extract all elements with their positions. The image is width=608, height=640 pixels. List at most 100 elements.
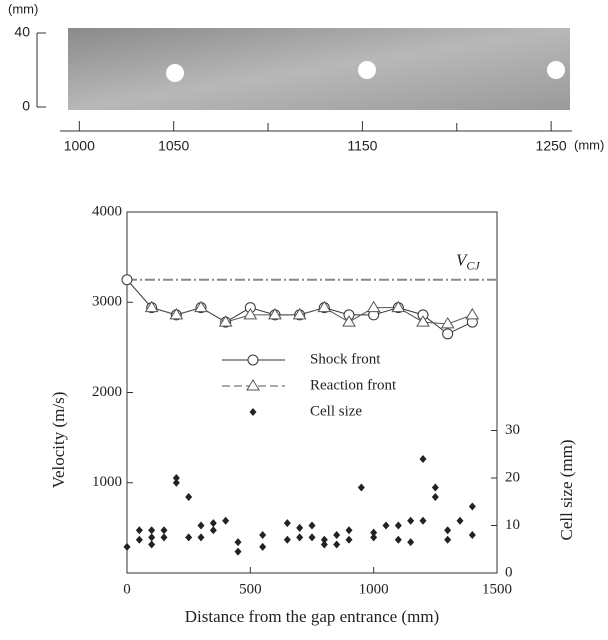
marker: [259, 531, 267, 539]
y2-axis-label: Cell size (mm): [557, 439, 576, 540]
reference-label: VCJ: [456, 251, 480, 273]
marker: [444, 535, 452, 544]
legend-label: Cell size: [310, 403, 362, 419]
marker: [135, 526, 143, 535]
x-tick-label: 1000: [359, 581, 389, 597]
marker: [370, 528, 378, 537]
marker: [296, 533, 304, 542]
legend-label: Reaction front: [310, 377, 397, 393]
x-tick-label: 500: [239, 581, 262, 597]
y-tick-label: 2000: [92, 384, 122, 400]
marker: [234, 538, 242, 547]
marker: [123, 542, 131, 551]
marker: [320, 540, 328, 549]
marker: [194, 300, 208, 313]
marker: [345, 526, 353, 535]
marker: [308, 521, 316, 530]
marker: [148, 526, 156, 535]
marker: [249, 408, 257, 416]
marker: [357, 483, 365, 492]
hole: [166, 64, 184, 82]
y-tick-label: 3000: [92, 294, 122, 310]
marker: [431, 493, 439, 501]
marker: [283, 519, 291, 528]
marker: [370, 533, 378, 542]
y-tick-label: 40: [14, 24, 30, 40]
marker: [169, 307, 184, 320]
x-tick-label: 1500: [482, 581, 512, 597]
marker: [391, 300, 406, 313]
marker: [394, 521, 402, 530]
marker: [246, 379, 260, 391]
legend-label: Shock front: [310, 351, 381, 367]
marker: [407, 516, 415, 525]
marker: [308, 533, 316, 542]
marker: [382, 521, 390, 530]
marker: [366, 300, 381, 313]
marker: [431, 483, 439, 492]
marker: [407, 538, 415, 547]
marker: [160, 533, 168, 542]
y2-tick-label: 10: [505, 517, 520, 533]
marker: [342, 315, 356, 327]
hole: [547, 61, 565, 79]
marker: [292, 307, 307, 320]
photo-y-unit: (mm): [8, 1, 38, 16]
marker: [419, 455, 427, 463]
marker: [259, 542, 267, 551]
marker: [222, 516, 230, 525]
marker: [317, 300, 332, 313]
marker: [465, 307, 480, 320]
y-tick-label: 0: [22, 98, 30, 114]
marker: [234, 547, 242, 556]
marker: [135, 535, 143, 544]
marker: [440, 316, 455, 329]
reference-label-main: V: [456, 251, 469, 270]
marker: [268, 307, 282, 320]
x-tick-label: 1050: [158, 138, 189, 154]
marker: [345, 535, 353, 544]
y2-tick-label: 30: [505, 422, 520, 438]
marker: [416, 315, 430, 327]
y-axis-label: Velocity (m/s): [49, 392, 68, 489]
x-tick-label: 1250: [536, 138, 567, 154]
x-tick-label: 1000: [64, 138, 95, 154]
marker: [218, 315, 233, 327]
y-tick-label: 4000: [92, 203, 122, 219]
reference-label-sub: CJ: [466, 258, 480, 272]
marker: [243, 307, 258, 320]
marker: [197, 533, 205, 542]
y-tick-label: 1000: [92, 474, 122, 490]
marker: [172, 478, 180, 487]
marker: [148, 533, 156, 542]
marker: [144, 300, 159, 313]
marker: [468, 531, 476, 539]
marker: [185, 493, 193, 501]
marker: [283, 535, 291, 544]
marker: [456, 516, 464, 525]
marker: [320, 535, 328, 544]
marker: [333, 540, 341, 549]
marker: [333, 531, 341, 539]
marker: [444, 526, 452, 535]
marker: [148, 540, 156, 549]
marker: [121, 274, 133, 286]
x-axis-label: Distance from the gap entrance (mm): [185, 607, 439, 626]
y2-tick-label: 20: [505, 469, 520, 485]
marker: [209, 519, 217, 528]
y2-tick-label: 0: [505, 564, 513, 580]
marker: [209, 526, 217, 535]
marker: [468, 502, 476, 511]
marker: [172, 474, 180, 482]
marker: [296, 523, 304, 532]
photo-x-unit: (mm): [574, 137, 604, 152]
x-tick-label: 1150: [347, 138, 377, 154]
x-tick-label: 0: [123, 581, 131, 597]
marker: [442, 328, 454, 340]
marker: [394, 535, 402, 544]
hole: [358, 61, 376, 79]
marker: [160, 526, 168, 535]
marker: [247, 354, 259, 366]
photo: [68, 28, 570, 110]
